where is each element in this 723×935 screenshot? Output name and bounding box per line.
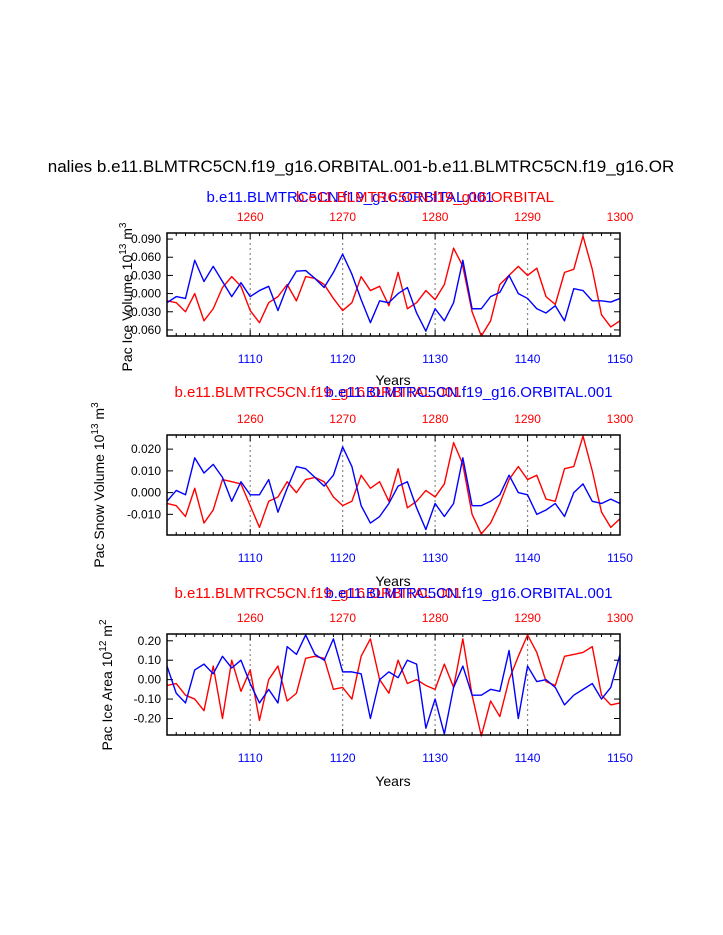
y-tick-label: -0.10 (134, 692, 162, 706)
series-line-case1 (166, 253, 621, 332)
series-line-case1 (166, 634, 621, 735)
y-tick-label: 0.060 (131, 250, 161, 264)
y-tick-label: 0.20 (138, 634, 162, 648)
panel-2-plot: 0.020 0.010 0.000 -0.010 1110 1120 1130 1140 115… (127, 412, 634, 565)
panel-ice-volume: b.e11.BLMTRC5CN.f19_g16.ORBITAL.001 b.e1… (118, 189, 634, 388)
x-tick-label-top: 1300 (607, 611, 634, 625)
x-tick-label-top: 1260 (237, 412, 264, 426)
panel-1-case1-title: b.e11.BLMTRC5CN.f19_g16.ORBITAL.001 (206, 189, 493, 206)
y-tick-label: 0.030 (131, 268, 161, 282)
x-tick-label-bottom: 1120 (330, 751, 356, 765)
y-tick-label: 0.000 (131, 486, 161, 500)
y-tick-label: -0.010 (127, 507, 161, 521)
panel-snow-volume: b.e11.BLMTRC5CN.f19_g16.ORBITAL.001 b.e1… (90, 384, 634, 589)
series-line-case2 (166, 235, 621, 337)
panel-1-plot: 0.090 0.060 0.030 0.000 -0.030 -0.060 1110 1120… (127, 210, 634, 366)
panel-3-case1-title: b.e11.BLMTRC5CN.f19_g16.ORBITAL.001 (325, 585, 612, 602)
x-tick-label-bottom: 1150 (607, 751, 633, 765)
x-tick-label-bottom: 1150 (607, 352, 633, 366)
x-tick-label-top: 1290 (514, 611, 541, 625)
y-tick-label: 0.00 (138, 673, 162, 687)
panel-1-case2-title: b.e11.BLMTRC5CN.f19_g16.ORBITAL (296, 189, 554, 206)
x-tick-label-bottom: 1110 (238, 551, 263, 565)
series-line-case2 (166, 435, 621, 535)
panel-3-xlabel: Years (375, 773, 410, 789)
panel-3-ylabel: Pac Ice Area 1012 m2 (98, 619, 115, 751)
x-tick-label-top: 1300 (607, 210, 634, 224)
y-tick-label: -0.060 (127, 323, 161, 337)
x-tick-label-bottom: 1110 (238, 352, 263, 366)
x-tick-label-top: 1280 (422, 412, 449, 426)
plot-frame (166, 434, 621, 536)
panel-3-case2-title: b.e11.BLMTRC5CN.f19_g16.ORBITAL.001 (174, 585, 461, 602)
x-tick-label-bottom: 1120 (330, 551, 356, 565)
x-tick-label-top: 1270 (329, 611, 356, 625)
panel-1-xlabel: Years (375, 372, 410, 388)
x-tick-label-top: 1260 (237, 210, 264, 224)
plot-frame (166, 232, 621, 337)
x-tick-label-bottom: 1140 (515, 551, 541, 565)
panel-3-plot: 0.20 0.10 0.00 -0.10 -0.20 1110 1120 1130 1140 11… (134, 611, 634, 765)
x-tick-label-top: 1290 (514, 210, 541, 224)
y-tick-label: 0.090 (131, 232, 161, 246)
x-tick-label-bottom: 1150 (607, 551, 633, 565)
x-tick-label-bottom: 1110 (238, 751, 263, 765)
x-tick-label-bottom: 1120 (330, 352, 356, 366)
y-tick-label: -0.030 (127, 305, 161, 319)
plot-frame (166, 633, 621, 736)
y-tick-label: 0.10 (138, 653, 162, 667)
y-tick-label: -0.20 (134, 711, 162, 725)
y-tick-label: 0.020 (131, 442, 161, 456)
panel-2-case2-title: b.e11.BLMTRC5CN.f19_g16.ORBITAL.001 (174, 384, 461, 401)
panel-2-xlabel: Years (375, 573, 410, 589)
panel-2-case1-title: b.e11.BLMTRC5CN.f19_g16.ORBITAL.001 (325, 384, 612, 401)
x-tick-label-top: 1270 (329, 210, 356, 224)
x-tick-label-bottom: 1130 (422, 751, 448, 765)
panel-1-ylabel: Pac Ice Volume 1013 m3 (118, 222, 135, 371)
y-tick-label: 0.000 (131, 287, 161, 301)
panel-ice-area: b.e11.BLMTRC5CN.f19_g16.ORBITAL.001 b.e1… (98, 585, 634, 789)
x-tick-label-top: 1300 (607, 412, 634, 426)
series-line-case2 (166, 634, 621, 737)
series-line-case1 (166, 446, 621, 531)
figure-title: nalies b.e11.BLMTRC5CN.f19_g16.ORBITAL.0… (48, 157, 674, 176)
panel-2-ylabel: Pac Snow Volume 1013 m3 (90, 402, 107, 568)
x-tick-label-bottom: 1130 (422, 551, 448, 565)
x-tick-label-bottom: 1130 (422, 352, 448, 366)
x-tick-label-top: 1280 (422, 611, 449, 625)
y-tick-label: 0.010 (131, 464, 161, 478)
x-tick-label-top: 1290 (514, 412, 541, 426)
x-tick-label-bottom: 1140 (515, 751, 541, 765)
x-tick-label-top: 1270 (329, 412, 356, 426)
x-tick-label-top: 1280 (422, 210, 449, 224)
x-tick-label-bottom: 1140 (515, 352, 541, 366)
x-tick-label-top: 1260 (237, 611, 264, 625)
